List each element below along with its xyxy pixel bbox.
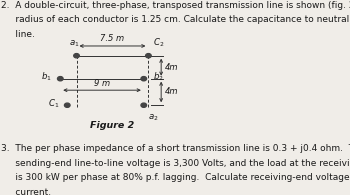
Text: $a_2$: $a_2$	[148, 112, 159, 123]
Text: $C_2$: $C_2$	[153, 36, 164, 49]
Text: is 300 kW per phase at 80% p.f. lagging.  Calculate receiving-end voltage and li: is 300 kW per phase at 80% p.f. lagging.…	[1, 173, 350, 182]
Circle shape	[64, 103, 70, 107]
Text: $C_1$: $C_1$	[48, 97, 59, 110]
Text: sending-end line-to-line voltage is 3,300 Volts, and the load at the receiving e: sending-end line-to-line voltage is 3,30…	[1, 159, 350, 168]
Circle shape	[141, 103, 147, 107]
Text: 9 m: 9 m	[94, 79, 110, 88]
Text: $b_2$: $b_2$	[153, 71, 164, 83]
Circle shape	[146, 54, 151, 58]
Text: line.: line.	[1, 30, 35, 39]
Text: $b_1$: $b_1$	[41, 71, 52, 83]
Text: 4m: 4m	[165, 63, 179, 72]
Text: radius of each conductor is 1.25 cm. Calculate the capacitance to neutral of the: radius of each conductor is 1.25 cm. Cal…	[1, 15, 350, 24]
Text: $a_1$: $a_1$	[69, 38, 79, 49]
Text: 7.5 m: 7.5 m	[100, 34, 125, 43]
Circle shape	[74, 54, 79, 58]
Text: 4m: 4m	[165, 87, 179, 97]
Circle shape	[57, 77, 63, 81]
Text: current.: current.	[1, 188, 51, 195]
Text: 2.  A double-circuit, three-phase, transposed transmission line is shown (fig. 2: 2. A double-circuit, three-phase, transp…	[1, 1, 350, 10]
Text: Figure 2: Figure 2	[90, 121, 135, 130]
Circle shape	[141, 77, 147, 81]
Text: 3.  The per phase impedance of a short transmission line is 0.3 + j0.4 ohm.  The: 3. The per phase impedance of a short tr…	[1, 144, 350, 153]
